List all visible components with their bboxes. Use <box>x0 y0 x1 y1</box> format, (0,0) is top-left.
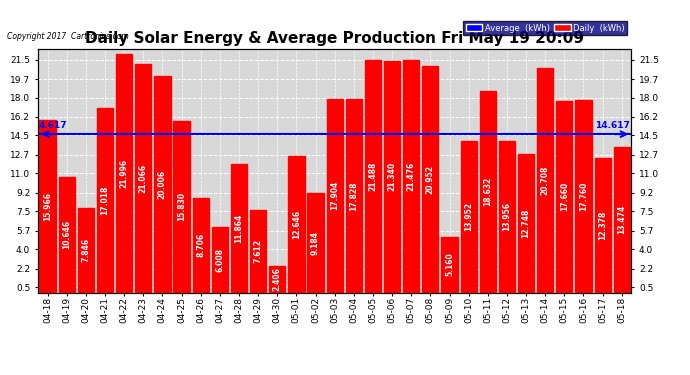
Text: 9.184: 9.184 <box>311 231 320 255</box>
Bar <box>422 66 439 292</box>
Bar <box>59 177 75 292</box>
Bar <box>97 108 113 292</box>
Bar <box>595 158 611 292</box>
Bar <box>135 64 151 292</box>
Text: 21.476: 21.476 <box>406 162 415 191</box>
Text: 7.846: 7.846 <box>81 238 90 262</box>
Bar <box>384 62 400 292</box>
Legend: Average  (kWh), Daily  (kWh): Average (kWh), Daily (kWh) <box>463 21 627 35</box>
Bar <box>442 237 457 292</box>
Bar <box>575 100 591 292</box>
Text: 18.632: 18.632 <box>483 177 492 206</box>
Text: 20.952: 20.952 <box>426 165 435 194</box>
Bar <box>326 99 343 292</box>
Bar <box>288 156 304 292</box>
Bar <box>346 99 362 292</box>
Text: 15.966: 15.966 <box>43 192 52 220</box>
Text: 15.830: 15.830 <box>177 192 186 221</box>
Text: 21.066: 21.066 <box>139 164 148 193</box>
Bar <box>403 60 420 292</box>
Bar <box>193 198 209 292</box>
Bar <box>556 101 573 292</box>
Bar <box>116 54 132 292</box>
Text: 17.760: 17.760 <box>579 182 588 211</box>
Text: 11.864: 11.864 <box>235 214 244 243</box>
Text: 21.340: 21.340 <box>388 162 397 192</box>
Text: 7.612: 7.612 <box>254 239 263 263</box>
Text: 12.748: 12.748 <box>522 209 531 238</box>
Bar <box>613 147 630 292</box>
Bar <box>460 141 477 292</box>
Text: 20.708: 20.708 <box>541 166 550 195</box>
Text: 6.008: 6.008 <box>215 248 224 272</box>
Bar <box>307 193 324 292</box>
Text: 13.474: 13.474 <box>618 205 627 234</box>
Bar <box>250 210 266 292</box>
Text: 12.378: 12.378 <box>598 211 607 240</box>
Text: 17.904: 17.904 <box>330 181 339 210</box>
Text: 14.617: 14.617 <box>595 121 631 130</box>
Bar <box>230 164 247 292</box>
Bar <box>212 227 228 292</box>
Text: 5.160: 5.160 <box>445 253 454 276</box>
Bar <box>78 207 94 292</box>
Bar <box>269 266 286 292</box>
Title: Daily Solar Energy & Average Production Fri May 19 20:09: Daily Solar Energy & Average Production … <box>85 31 584 46</box>
Bar <box>499 141 515 292</box>
Bar <box>537 68 553 292</box>
Text: 13.952: 13.952 <box>464 202 473 231</box>
Bar <box>518 154 534 292</box>
Bar <box>173 121 190 292</box>
Text: 10.646: 10.646 <box>62 220 71 249</box>
Text: 17.828: 17.828 <box>349 181 358 211</box>
Text: 13.956: 13.956 <box>502 202 511 231</box>
Text: 12.646: 12.646 <box>292 210 301 238</box>
Text: 8.706: 8.706 <box>196 233 205 257</box>
Text: 21.996: 21.996 <box>119 159 128 188</box>
Text: 20.006: 20.006 <box>158 170 167 199</box>
Text: Copyright 2017  Cartronics.com: Copyright 2017 Cartronics.com <box>7 32 128 41</box>
Text: 17.660: 17.660 <box>560 182 569 212</box>
Text: 2.406: 2.406 <box>273 267 282 291</box>
Text: 21.488: 21.488 <box>368 161 377 191</box>
Text: 4.617: 4.617 <box>39 121 68 130</box>
Bar <box>480 91 496 292</box>
Bar <box>365 60 381 292</box>
Bar <box>155 76 170 292</box>
Bar <box>39 120 56 292</box>
Text: 17.018: 17.018 <box>101 186 110 215</box>
